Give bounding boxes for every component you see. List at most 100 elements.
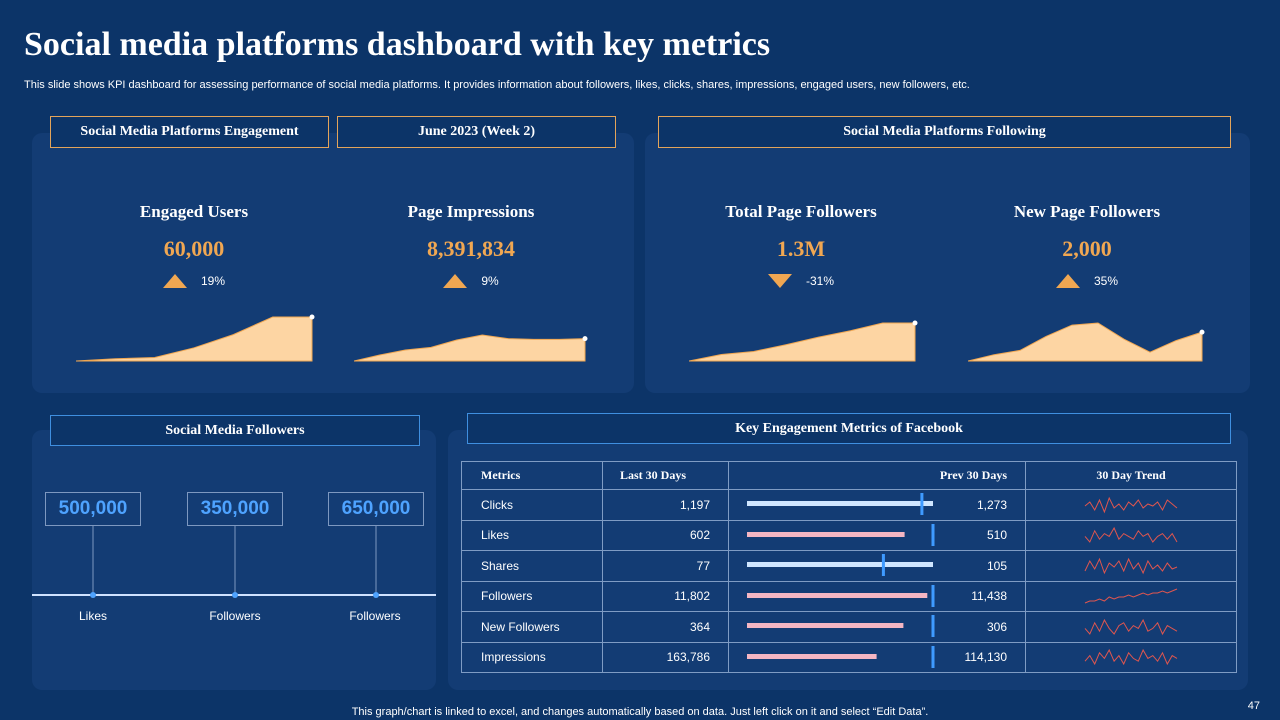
trend-line: [1084, 649, 1178, 666]
last-value-marker: [931, 645, 935, 668]
kpi-new-page-followers: New Page Followers 2,000 35%: [967, 202, 1207, 288]
prev-value-bar: [747, 592, 928, 598]
area-fill: [689, 322, 916, 362]
table-row: Shares 77 105: [461, 550, 1237, 582]
trend-cell: [1025, 519, 1237, 551]
trend-sparkline: [1084, 527, 1178, 544]
followers-value-followers: 350,000: [187, 492, 283, 526]
last-30-days-cell: 1,197: [602, 489, 729, 521]
trend-cell: [1025, 489, 1237, 521]
prev-30-days-value: 306: [986, 619, 1007, 634]
column-header-metrics: Metrics: [461, 461, 603, 490]
triangle-up-icon: [1055, 274, 1080, 288]
column-header-prev-30-days: Prev 30 Days: [728, 461, 1026, 490]
followers-header: Social Media Followers: [50, 415, 420, 446]
prev-30-days-cell: 1,273: [728, 489, 1026, 521]
table-row: Likes 602 510: [461, 519, 1237, 551]
area-end-point: [309, 314, 315, 320]
prev-30-days-cell: 105: [728, 550, 1026, 582]
kpi-change-value: 19%: [200, 274, 226, 288]
timeline-dot: [232, 592, 238, 598]
metric-name-cell: Clicks: [461, 489, 603, 521]
trend-cell: [1025, 550, 1237, 582]
kpi-value: 1.3M: [776, 236, 826, 261]
prev-30-days-cell: 510: [728, 519, 1026, 551]
metric-name-cell: Impressions: [461, 641, 603, 673]
trend-line: [1084, 496, 1178, 514]
prev-value-bar: [747, 562, 933, 567]
prev-30-days-value: 510: [986, 528, 1007, 543]
prev-30-days-value: 105: [986, 558, 1007, 573]
last-value-marker: [931, 615, 935, 637]
trend-sparkline: [1084, 649, 1178, 666]
facebook-header: Key Engagement Metrics of Facebook: [467, 413, 1231, 444]
trend-cell: [1025, 611, 1237, 643]
trend-sparkline: [1084, 557, 1178, 575]
last-value-marker: [881, 554, 885, 576]
kpi-change: -31%: [681, 274, 921, 288]
table-row: New Followers 364 306: [461, 611, 1237, 643]
facebook-metrics-table: Metrics Last 30 Days Prev 30 Days 30 Day…: [461, 461, 1237, 673]
total-page-followers-area-chart: [689, 320, 918, 362]
kpi-label: Total Page Followers: [725, 202, 877, 221]
prev-value-bar: [747, 653, 877, 659]
timeline-dot: [373, 592, 379, 598]
kpi-value: 2,000: [1062, 236, 1112, 261]
prev-30-days-value: 11,438: [971, 589, 1007, 604]
last-30-days-cell: 364: [602, 611, 729, 643]
metric-name-cell: Shares: [461, 550, 603, 582]
kpi-change-value: 35%: [1093, 274, 1119, 288]
column-header-30-day-trend: 30 Day Trend: [1025, 461, 1237, 490]
triangle-down-icon: [767, 274, 792, 288]
prev-value-bar: [747, 531, 905, 537]
timeline-dot: [90, 592, 96, 598]
kpi-engaged-users: Engaged Users 60,000 19%: [74, 202, 314, 288]
metric-name-cell: Followers: [461, 580, 603, 612]
new-page-followers-area-chart: [968, 322, 1205, 362]
following-header: Social Media Platforms Following: [658, 116, 1231, 148]
followers-timeline: [32, 525, 436, 598]
area-end-point: [1199, 329, 1205, 335]
prev-30-days-value: 1,273: [976, 497, 1007, 512]
comparison-bar-chart: [747, 645, 935, 668]
area-fill: [968, 322, 1203, 362]
triangle-up-icon: [443, 274, 468, 288]
triangle-up-icon: [162, 274, 187, 288]
page-impressions-area-chart: [354, 334, 588, 362]
kpi-change-value: -31%: [805, 274, 834, 288]
last-30-days-cell: 163,786: [602, 641, 729, 673]
kpi-change-value: 9%: [481, 274, 499, 288]
area-end-point: [912, 320, 918, 326]
prev-value-bar: [747, 501, 933, 506]
kpi-change: 9%: [351, 274, 591, 288]
table-row: Followers 11,802 11,438: [461, 580, 1237, 612]
area-fill: [76, 316, 313, 362]
trend-sparkline: [1084, 588, 1178, 604]
metric-name-cell: Likes: [461, 519, 603, 551]
kpi-label: Engaged Users: [139, 202, 249, 221]
trend-sparkline: [1084, 496, 1178, 514]
followers-value-followers-2: 650,000: [328, 492, 424, 526]
prev-30-days-value: 114,130: [964, 650, 1008, 665]
trend-line: [1084, 527, 1178, 544]
engaged-users-area-chart: [76, 314, 315, 362]
table-row: Impressions 163,786 114,130: [461, 641, 1237, 673]
comparison-bar-chart: [747, 493, 933, 515]
area-fill: [354, 334, 586, 362]
trend-line: [1084, 588, 1178, 604]
followers-label-likes: Likes: [78, 609, 107, 623]
comparison-bar-chart: [747, 615, 935, 637]
last-value-marker: [931, 523, 935, 546]
kpi-value: 8,391,834: [427, 236, 515, 261]
last-value-marker: [920, 493, 924, 515]
last-30-days-cell: 11,802: [602, 580, 729, 612]
prev-value-bar: [747, 623, 904, 628]
trend-line: [1084, 557, 1178, 575]
kpi-change: 35%: [967, 274, 1207, 288]
prev-30-days-cell: 11,438: [728, 580, 1026, 612]
metric-name-cell: New Followers: [461, 611, 603, 643]
column-header-last-30-days: Last 30 Days: [602, 461, 729, 490]
trend-line: [1084, 618, 1178, 635]
kpi-label: New Page Followers: [1013, 202, 1161, 221]
page-number: 47: [1247, 700, 1260, 712]
